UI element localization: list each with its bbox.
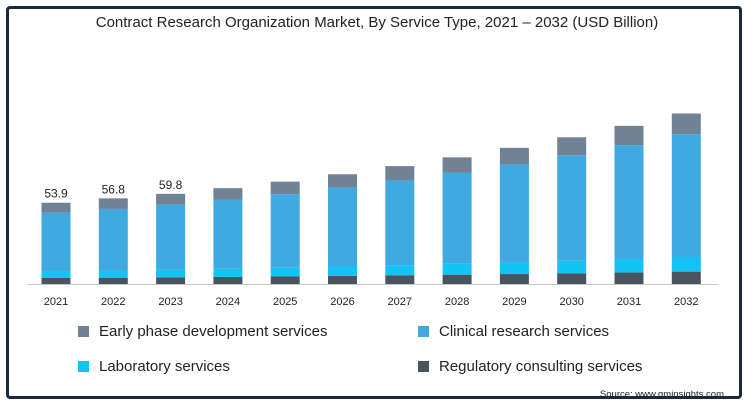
bar-segment-2022-0 [98, 277, 128, 284]
bar-segment-2024-0 [213, 276, 243, 284]
legend-label: Laboratory services [99, 358, 230, 375]
bar-segment-2028-3 [442, 157, 472, 173]
x-tick-label-2031: 2031 [617, 296, 641, 308]
bar-segment-2026-3 [328, 174, 357, 188]
bar-segment-2022-2 [98, 208, 128, 271]
legend-item: Regulatory consulting services [418, 358, 642, 375]
bar-segment-2025-2 [270, 194, 300, 268]
bar-segment-2021-3 [41, 202, 71, 213]
bar-segment-2031-2 [614, 145, 644, 259]
bar-segment-2030-2 [557, 155, 587, 261]
bar-segment-2023-3 [156, 193, 186, 205]
data-label-2022: 56.8 [102, 182, 126, 196]
x-tick-label-2026: 2026 [330, 296, 354, 308]
bar-segment-2029-2 [499, 164, 529, 263]
bar-segment-2029-0 [499, 274, 529, 284]
bar-segment-2023-0 [156, 277, 186, 284]
bar-segment-2028-2 [442, 172, 472, 264]
x-tick-label-2022: 2022 [101, 296, 125, 308]
bar-segment-2031-1 [614, 258, 644, 273]
bar-segment-2024-1 [213, 268, 243, 277]
data-label-2023: 59.8 [159, 178, 183, 192]
legend-item: Early phase development services [78, 323, 327, 340]
bar-segment-2025-1 [270, 267, 300, 277]
bar-segment-2024-2 [213, 199, 243, 269]
bar-segment-2021-2 [41, 212, 71, 272]
bar-segment-2025-3 [270, 181, 300, 195]
bar-segment-2024-3 [213, 188, 243, 200]
bar-segment-2027-1 [385, 265, 415, 276]
legend-label: Regulatory consulting services [439, 358, 643, 375]
bar-segment-2021-0 [41, 277, 71, 284]
bar-segment-2031-3 [614, 125, 644, 146]
bar-segment-2022-3 [98, 198, 128, 209]
bar-segment-2027-2 [385, 180, 415, 266]
source-note: Source: www.gminsights.com [599, 389, 724, 400]
x-tick-label-2032: 2032 [674, 296, 698, 308]
bar-segment-2030-1 [557, 260, 587, 274]
bar-segment-2029-1 [499, 262, 529, 275]
bar-segment-2030-0 [557, 273, 587, 284]
bar-segment-2028-0 [442, 274, 472, 284]
legend-label: Clinical research services [439, 323, 610, 340]
x-tick-label-2025: 2025 [273, 296, 297, 308]
bar-segment-2032-2 [671, 134, 701, 258]
bar-segment-2026-2 [328, 187, 357, 267]
legend-label: Early phase development services [99, 323, 328, 340]
legend-swatch [78, 361, 89, 372]
x-tick-label-2030: 2030 [559, 296, 583, 308]
data-label-2021: 53.9 [44, 187, 68, 201]
legend-item: Clinical research services [418, 323, 609, 340]
bar-segment-2027-3 [385, 166, 415, 181]
bar-segment-2032-0 [671, 271, 701, 284]
x-tick-label-2024: 2024 [216, 296, 240, 308]
bar-segment-2025-0 [270, 276, 300, 284]
legend-swatch [418, 326, 429, 337]
bar-segment-2031-0 [614, 272, 644, 284]
bar-segment-2032-3 [671, 113, 701, 135]
bar-segment-2027-0 [385, 275, 415, 284]
x-tick-label-2027: 2027 [388, 296, 412, 308]
bar-segment-2026-0 [328, 275, 357, 284]
bar-segment-2030-3 [557, 137, 587, 156]
x-tick-label-2028: 2028 [445, 296, 469, 308]
x-tick-label-2023: 2023 [158, 296, 182, 308]
bar-segment-2028-1 [442, 263, 472, 275]
bar-segment-2021-1 [41, 271, 71, 278]
chart-title: Contract Research Organization Market, B… [95, 14, 659, 31]
bar-segment-2023-2 [156, 204, 186, 270]
bar-segment-2029-3 [499, 147, 529, 165]
legend-swatch [418, 361, 429, 372]
bar-segment-2022-1 [98, 270, 128, 278]
bar-segment-2032-1 [671, 257, 701, 272]
x-tick-label-2021: 2021 [44, 296, 68, 308]
bar-segment-2023-1 [156, 269, 186, 278]
legend-swatch [78, 326, 89, 337]
x-tick-label-2029: 2029 [502, 296, 526, 308]
legend-item: Laboratory services [78, 358, 230, 375]
bar-segment-2026-1 [328, 266, 357, 276]
